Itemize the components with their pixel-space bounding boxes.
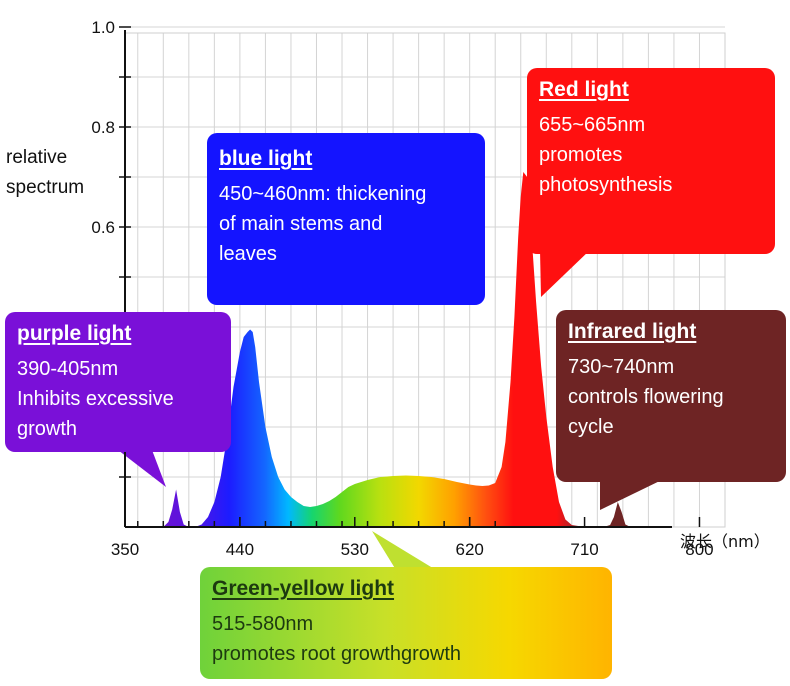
callout-line: 450~460nm: thickening	[219, 183, 427, 205]
infrared-callout-pointer	[600, 475, 672, 510]
callout-title: Infrared light	[568, 320, 697, 343]
red-light-callout: Red light 655~665nm promotes photosynthe…	[527, 68, 775, 254]
x-tick-label: 530	[341, 540, 369, 559]
infrared-light-callout: Infrared light 730~740nm controls flower…	[556, 310, 786, 482]
x-tick-label: 440	[226, 540, 254, 559]
x-tick-label: 710	[570, 540, 598, 559]
green-yellow-callout-pointer	[372, 531, 436, 570]
green-yellow-light-callout: Green-yellow light 515-580nm promotes ro…	[200, 567, 612, 679]
callout-line: promotes	[539, 144, 623, 166]
y-axis-label-line-1: relative	[6, 147, 67, 168]
callout-line: leaves	[219, 243, 277, 265]
y-axis-label-line-2: spectrum	[6, 177, 84, 198]
blue-light-callout: blue light 450~460nm: thickening of main…	[207, 133, 485, 305]
y-tick-label: 1.0	[91, 18, 115, 37]
spectrum-area	[125, 172, 725, 527]
purple-light-callout: purple light 390-405nm Inhibits excessiv…	[5, 312, 231, 452]
callout-title: Green-yellow light	[212, 577, 395, 600]
spectrum-series	[125, 172, 725, 527]
purple-callout-pointer	[118, 450, 166, 487]
callout-line: 390-405nm	[17, 358, 119, 380]
callout-line: promotes root growthgrowth	[212, 643, 462, 665]
callout-line: of main stems and	[219, 213, 383, 235]
callout-title: blue light	[219, 147, 313, 170]
callout-line: controls flowering	[568, 386, 724, 408]
callout-line: 655~665nm	[539, 114, 646, 136]
callout-line: cycle	[568, 416, 614, 438]
x-axis-unit-label: 波长（nm）	[680, 532, 770, 551]
callout-line: growth	[17, 418, 78, 440]
y-tick-label: 0.6	[91, 218, 115, 237]
callout-pointers	[118, 250, 672, 570]
x-tick-label: 620	[455, 540, 483, 559]
callout-line: Inhibits excessive	[17, 388, 174, 410]
callout-line: 515-580nm	[212, 613, 314, 635]
x-tick-label: 350	[111, 540, 139, 559]
tick-labels: 350 440 530 620 710 800 0.6 0.8 1.0	[91, 18, 713, 559]
x-tick-label: 800	[685, 540, 713, 559]
callout-line: 730~740nm	[568, 356, 675, 378]
y-tick-label: 0.8	[91, 118, 115, 137]
red-callout-pointer	[540, 250, 590, 297]
callout-title: purple light	[17, 322, 132, 345]
callout-title: Red light	[539, 78, 629, 101]
callout-line: photosynthesis	[539, 174, 673, 196]
